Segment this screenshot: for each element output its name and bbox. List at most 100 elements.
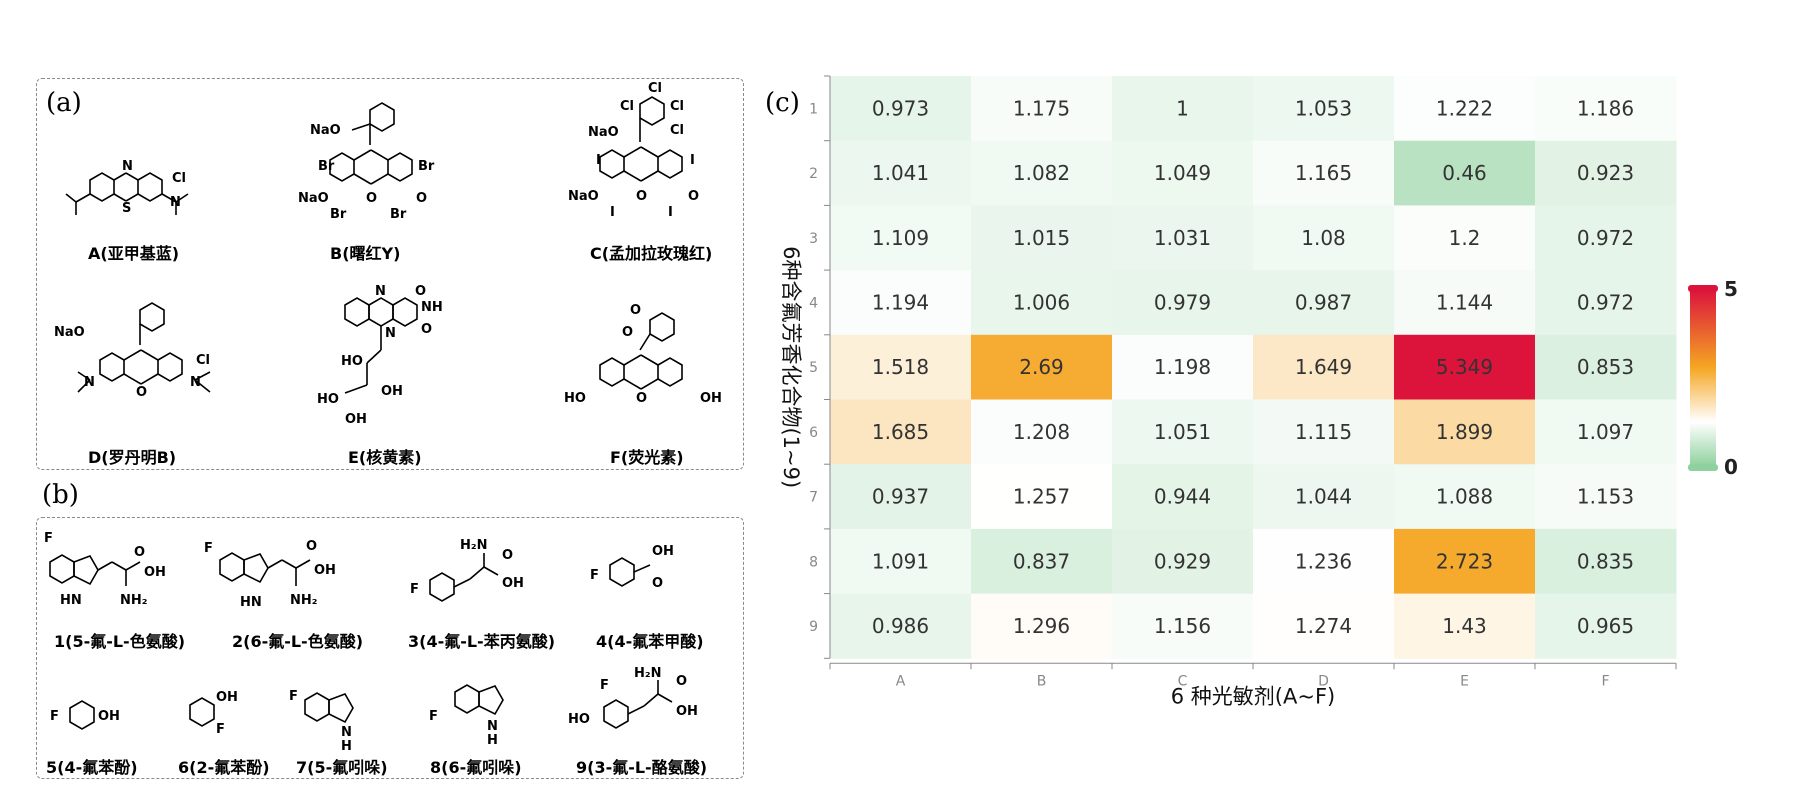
svg-text:Cl: Cl [670, 123, 684, 138]
heatmap-cell-label: 1.2 [1449, 226, 1481, 250]
svg-text:I: I [610, 205, 615, 220]
heatmap-cell-label: 1.649 [1295, 355, 1352, 379]
heatmap-cell-label: 1.518 [872, 355, 929, 379]
heatmap-cell-label: 5.349 [1436, 355, 1493, 379]
heatmap-cell [830, 528, 972, 595]
heatmap-cell-label: 0.937 [872, 485, 929, 509]
heatmap-cell-label: 1.015 [1013, 226, 1070, 250]
molecule-c-caption: C(孟加拉玫瑰红) [590, 244, 713, 263]
molecule-b-caption: B(曙红Y) [330, 244, 401, 263]
x-tick-label: D [1318, 673, 1329, 689]
heatmap-cell [1394, 334, 1536, 400]
svg-text:N: N [190, 375, 201, 390]
heatmap-cell-label: 1.082 [1013, 161, 1070, 185]
heatmap-cell [1253, 593, 1395, 659]
svg-text:H₂N: H₂N [460, 538, 487, 553]
heatmap-cell-label: 0.835 [1577, 549, 1634, 573]
heatmap-cell [1112, 76, 1254, 142]
heatmap-cell-label: 1.051 [1154, 420, 1211, 444]
heatmap-cell-label: 0.944 [1154, 485, 1211, 509]
molecule-d-caption: D(罗丹明B) [88, 448, 177, 467]
y-tick-label: 5 [809, 360, 818, 376]
svg-text:NH₂: NH₂ [120, 593, 147, 608]
heatmap-cell [1394, 464, 1536, 530]
svg-text:N: N [487, 719, 498, 734]
molecule-e-structure: N O NH O N HO OH HO OH [317, 285, 443, 427]
svg-text:OH: OH [314, 563, 336, 578]
svg-text:HN: HN [60, 593, 82, 608]
heatmap-cell-label: 1.274 [1295, 614, 1352, 638]
panel-a-label: (a) [46, 88, 82, 118]
heatmap-cell [971, 528, 1113, 595]
heatmap-cell-label: 1.685 [872, 420, 929, 444]
colorbar-min-label: 0 [1724, 455, 1738, 479]
y-tick-label: 3 [809, 231, 818, 247]
heatmap-cell [1253, 399, 1395, 465]
molecule-4-structure: F OH O [590, 544, 674, 591]
svg-text:F: F [410, 582, 419, 597]
svg-text:F: F [289, 689, 298, 704]
heatmap-cell-label: 1.091 [872, 549, 929, 573]
heatmap-cell [971, 593, 1113, 659]
y-tick-label: 7 [809, 490, 818, 506]
heatmap-cell [1112, 205, 1254, 271]
heatmap-cell [1535, 528, 1677, 595]
svg-text:OH: OH [381, 384, 403, 399]
heatmap-cell-label: 1.044 [1295, 485, 1352, 509]
svg-text:O: O [630, 303, 641, 318]
molecule-f-caption: F(荧光素) [610, 448, 684, 467]
y-tick-label: 8 [809, 554, 818, 570]
panel-a-box [36, 78, 744, 470]
molecule-a-caption: A(亚甲基蓝) [88, 244, 180, 263]
svg-text:Cl: Cl [620, 99, 634, 114]
heatmap-cell-label: 0.987 [1295, 290, 1352, 314]
heatmap-cell-label: 1.156 [1154, 614, 1211, 638]
y-tick-label: 9 [809, 619, 818, 635]
heatmap-cell-label: 0.972 [1577, 290, 1634, 314]
molecule-8-caption: 8(6-氟吲哚) [430, 758, 522, 777]
heatmap-cell-label: 1.194 [872, 290, 929, 314]
svg-text:O: O [415, 285, 426, 299]
heatmap-cell [1394, 140, 1536, 206]
molecule-2-caption: 2(6-氟-L-色氨酸) [232, 632, 364, 651]
svg-text:H: H [341, 739, 352, 753]
x-tick-label: C [1178, 673, 1188, 689]
molecule-c-structure: Cl Cl Cl Cl NaO I I NaO I O I O [568, 82, 699, 220]
heatmap-cell [1112, 464, 1254, 530]
molecule-4-caption: 4(4-氟苯甲酸) [596, 632, 704, 651]
svg-text:O: O [421, 322, 432, 337]
heatmap-cell [1394, 270, 1536, 336]
svg-text:HO: HO [317, 392, 339, 407]
svg-text:O: O [502, 548, 513, 563]
svg-text:O: O [636, 189, 647, 204]
svg-text:F: F [50, 709, 59, 724]
heatmap-cell-label: 1.222 [1436, 96, 1493, 120]
heatmap-cell [1535, 76, 1677, 142]
svg-text:N: N [385, 326, 396, 341]
heatmap-cell-label: 1.43 [1442, 614, 1487, 638]
heatmap-cell-label: 0.965 [1577, 614, 1634, 638]
heatmap-cell-label: 1.053 [1295, 96, 1352, 120]
heatmap-cell-label: 2.723 [1436, 549, 1493, 573]
svg-text:I: I [690, 153, 695, 168]
colorbar-min-handle [1688, 464, 1718, 471]
svg-text:N: N [122, 159, 133, 174]
svg-text:OH: OH [502, 576, 524, 591]
heatmap-cell [1535, 464, 1677, 530]
x-tick-label: B [1037, 673, 1047, 689]
heatmap-cell-label: 1.097 [1577, 420, 1634, 444]
svg-text:HO: HO [564, 391, 586, 406]
colorbar-max-label: 5 [1724, 277, 1738, 301]
heatmap-cell-label: 1.208 [1013, 420, 1070, 444]
heatmap-cell [830, 399, 972, 465]
svg-text:F: F [600, 678, 609, 693]
heatmap-cell [1535, 140, 1677, 206]
svg-text:OH: OH [98, 709, 120, 724]
heatmap-cell-label: 1.144 [1436, 290, 1493, 314]
svg-text:HO: HO [341, 354, 363, 369]
heatmap-cell [1535, 593, 1677, 659]
svg-text:N: N [170, 195, 181, 210]
svg-text:NaO: NaO [298, 191, 329, 206]
molecule-6-structure: OH F [189, 690, 238, 737]
svg-text:F: F [590, 568, 599, 583]
